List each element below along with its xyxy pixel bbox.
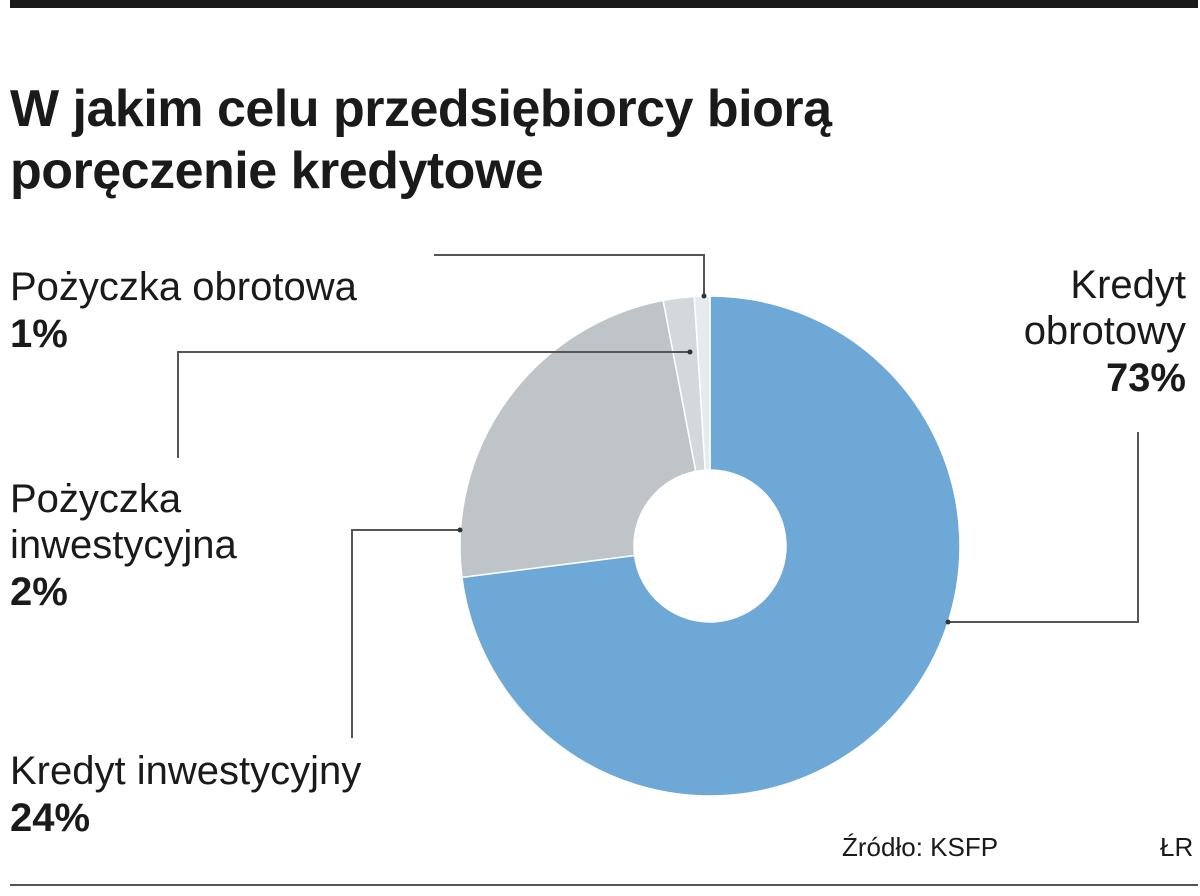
leader-dot-pozyczka-inwestycyjna <box>687 349 693 355</box>
leader-line-pozyczka-obrotowa <box>434 254 705 296</box>
leader-line-kredyt-obrotowy <box>948 432 1139 623</box>
slice-kredyt-inwestycyjny <box>459 299 697 579</box>
label-kredyt-inwestycyjny: Kredyt inwestycyjny 24% <box>10 748 361 842</box>
label-pozyczka-inwestycyjna: Pożyczka inwestycyjna 2% <box>10 476 237 616</box>
label-kredyt-obrotowy: Kredyt obrotowy 73% <box>1024 262 1186 402</box>
slice-kredyt-obrotowy <box>461 295 961 797</box>
bottom-rule <box>10 884 1198 886</box>
leader-dot-kredyt-obrotowy <box>945 619 951 625</box>
label-pozyczka-inwestycyjna-value: 2% <box>10 570 68 614</box>
label-pozyczka-inwestycyjna-name: Pożyczka inwestycyjna <box>10 477 237 567</box>
leader-lines <box>177 254 1139 738</box>
leader-dot-kredyt-inwestycyjny <box>457 527 463 533</box>
label-kredyt-inwestycyjny-value: 24% <box>10 796 91 840</box>
label-pozyczka-obrotowa-value: 1% <box>10 312 68 356</box>
donut-slices <box>459 295 961 797</box>
slice-pożyczka-obrotowa <box>693 295 711 471</box>
label-pozyczka-obrotowa-name: Pożyczka obrotowa <box>10 265 357 309</box>
label-kredyt-obrotowy-value: 73% <box>1105 356 1186 400</box>
top-rule <box>10 0 1198 8</box>
label-kredyt-inwestycyjny-name: Kredyt inwestycyjny <box>10 749 362 793</box>
leader-line-kredyt-inwestycyjny <box>351 529 460 738</box>
label-kredyt-obrotowy-name: Kredyt obrotowy <box>1023 263 1186 353</box>
chart-title: W jakim celu przedsiębiorcy biorą poręcz… <box>10 80 832 200</box>
leader-dot-pozyczka-obrotowa <box>701 293 707 299</box>
label-pozyczka-obrotowa: Pożyczka obrotowa 1% <box>10 264 357 358</box>
source-note: Źródło: KSFP <box>842 832 999 862</box>
leader-line-pozyczka-inwestycyjna <box>177 351 690 458</box>
author-credit: ŁR <box>1160 832 1194 862</box>
